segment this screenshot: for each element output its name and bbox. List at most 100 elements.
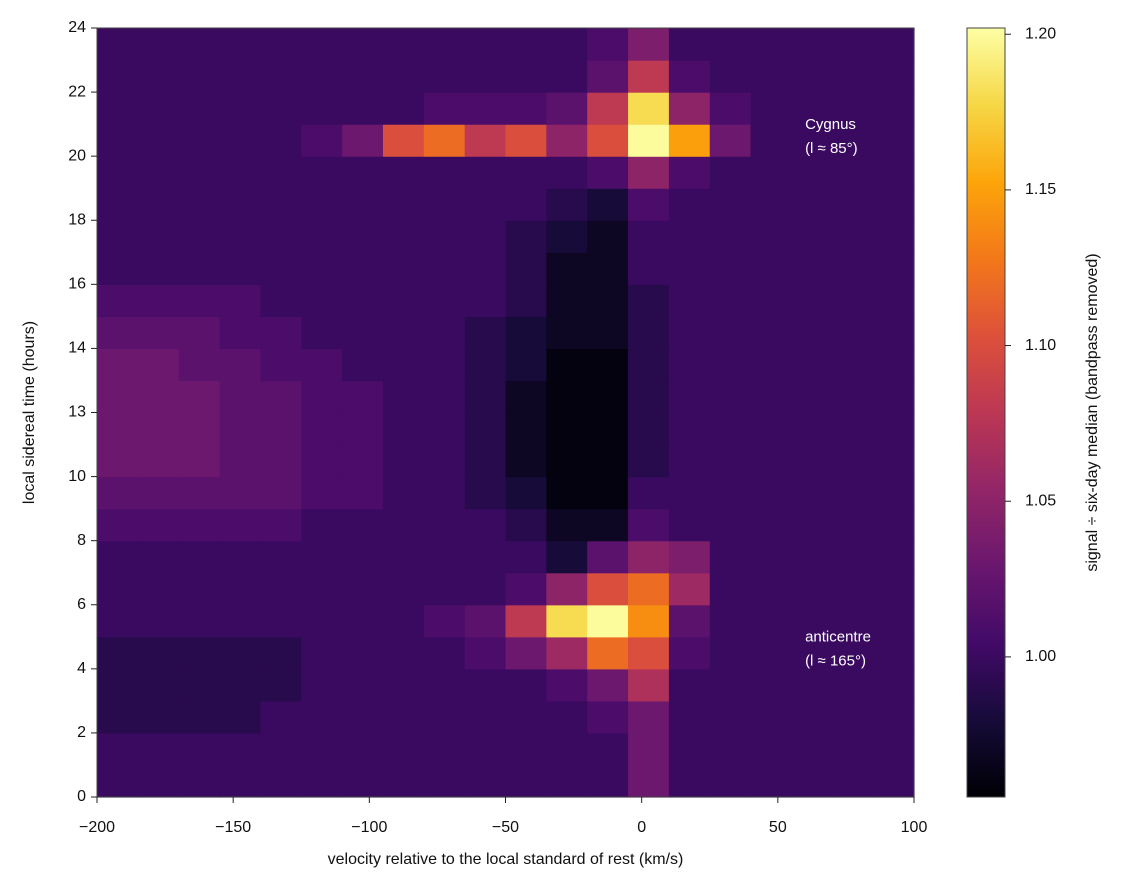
heatmap-cell [873, 60, 915, 93]
heatmap-cell [342, 476, 384, 510]
heatmap-cell [546, 508, 588, 542]
heatmap-cell [546, 28, 588, 61]
heatmap-cell [97, 316, 139, 350]
heatmap-cell [587, 316, 629, 350]
heatmap-cell [342, 540, 384, 574]
heatmap-cell [709, 764, 752, 798]
heatmap-cell [342, 92, 384, 125]
heatmap-cell [423, 444, 466, 478]
heatmap-cell [546, 572, 588, 606]
heatmap-cell [178, 540, 221, 574]
heatmap-cell [260, 412, 302, 446]
heatmap-cell [382, 668, 425, 702]
heatmap-cell [137, 284, 180, 317]
heatmap-cell [97, 476, 139, 510]
heatmap-cell [219, 348, 261, 382]
heatmap-cell [873, 220, 915, 253]
heatmap-cell [260, 348, 302, 382]
heatmap-cell [873, 412, 915, 446]
heatmap-cell [709, 732, 752, 766]
heatmap-cell [873, 764, 915, 798]
heatmap-cell [832, 764, 874, 798]
heatmap-cell [628, 700, 670, 734]
heatmap-cell [587, 188, 629, 221]
heatmap-cell [97, 60, 139, 93]
heatmap-cell [97, 348, 139, 382]
heatmap-cell [628, 252, 670, 285]
heatmap-cell [301, 316, 343, 350]
heatmap-cell [178, 380, 221, 414]
heatmap-cell [382, 476, 425, 510]
heatmap-cell [832, 636, 874, 670]
heatmap-cell [873, 252, 915, 285]
heatmap-cell [873, 316, 915, 350]
heatmap-cell [301, 348, 343, 382]
heatmap-cell [668, 732, 711, 766]
heatmap-cell [750, 412, 793, 446]
heatmap-cell [464, 380, 507, 414]
heatmap-cell [301, 156, 343, 189]
heatmap-cell [546, 604, 588, 638]
heatmap-cell [301, 508, 343, 542]
heatmap-cell [505, 124, 547, 157]
heatmap-cell [178, 316, 221, 350]
heatmap-cell [301, 540, 343, 574]
heatmap-cell [709, 60, 752, 93]
heatmap-cell [382, 732, 425, 766]
heatmap-cell [97, 156, 139, 189]
heatmap-cell [709, 316, 752, 350]
y-tick-label: 13 [68, 404, 86, 421]
x-tick-label: −50 [492, 819, 519, 836]
heatmap-cell [873, 476, 915, 510]
heatmap-cell [628, 188, 670, 221]
heatmap-cell [342, 348, 384, 382]
heatmap-cell [97, 284, 139, 317]
heatmap-cell [97, 540, 139, 574]
heatmap-cell [301, 700, 343, 734]
heatmap-cell [260, 540, 302, 574]
heatmap-cell [546, 124, 588, 157]
heatmap-cell [873, 444, 915, 478]
heatmap-cell [628, 572, 670, 606]
heatmap-cell [832, 92, 874, 125]
heatmap-cell [709, 412, 752, 446]
heatmap-cell [505, 732, 547, 766]
heatmap-cell [750, 604, 793, 638]
heatmap-cell [219, 508, 261, 542]
heatmap-cell [342, 220, 384, 253]
heatmap-cell [97, 124, 139, 157]
heatmap-cell [709, 124, 752, 157]
heatmap-cell [342, 444, 384, 478]
heatmap-cell [750, 252, 793, 285]
heatmap-cell [505, 60, 547, 93]
heatmap-cell [587, 508, 629, 542]
heatmap-cell [342, 60, 384, 93]
heatmap-cell [464, 636, 507, 670]
annotation: Cygnus [805, 116, 856, 133]
heatmap-cell [750, 316, 793, 350]
heatmap-cell [178, 284, 221, 317]
heatmap-cell [709, 284, 752, 317]
heatmap-cell [832, 220, 874, 253]
heatmap-cell [219, 188, 261, 221]
heatmap-cell [546, 700, 588, 734]
heatmap-cell [587, 92, 629, 125]
heatmap-cell [709, 604, 752, 638]
heatmap-cell [832, 188, 874, 221]
heatmap-cell [178, 476, 221, 510]
y-tick-label: 24 [68, 19, 86, 36]
heatmap-cell [668, 284, 711, 317]
heatmap-cell [505, 412, 547, 446]
heatmap-cell [668, 604, 711, 638]
annotation: anticentre [805, 629, 871, 646]
heatmap-cell [587, 668, 629, 702]
heatmap-cell [628, 732, 670, 766]
heatmap-cell [342, 700, 384, 734]
heatmap-cell [628, 348, 670, 382]
heatmap-cell [423, 252, 466, 285]
heatmap-cell [628, 124, 670, 157]
heatmap-cell [791, 540, 833, 574]
heatmap-cell [219, 316, 261, 350]
heatmap-cell [423, 412, 466, 446]
heatmap-cell [587, 380, 629, 414]
